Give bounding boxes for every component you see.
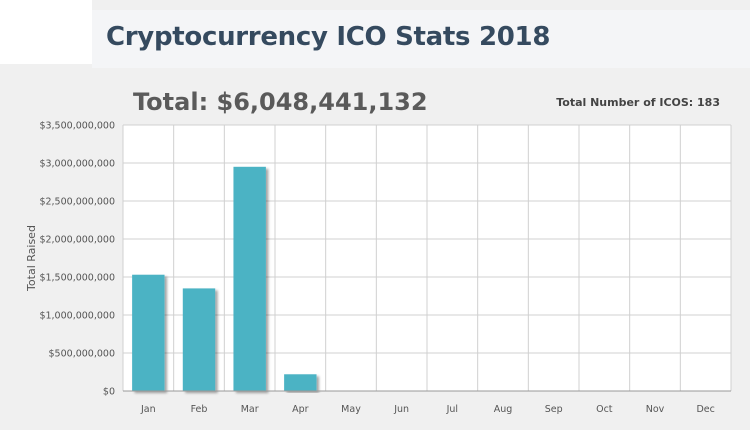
- y-tick-label: $500,000,000: [49, 349, 115, 360]
- x-tick-label: Jun: [393, 404, 409, 415]
- x-tick-label: Jan: [140, 404, 156, 415]
- x-tick-label: May: [341, 404, 361, 415]
- y-tick-label: $2,000,000,000: [39, 235, 115, 246]
- x-tick-label: Mar: [241, 404, 259, 415]
- y-axis-label: Total Raised: [25, 225, 38, 292]
- x-tick-label: Jul: [446, 404, 458, 415]
- y-tick-label: $1,500,000,000: [39, 273, 115, 284]
- bar-feb[interactable]: [182, 288, 216, 391]
- x-tick-label: Sep: [545, 404, 563, 415]
- header-left-panel: [0, 0, 92, 64]
- bar-apr[interactable]: [284, 374, 317, 391]
- y-tick-label: $0: [103, 387, 115, 398]
- y-tick-label: $2,500,000,000: [39, 197, 115, 208]
- bar-mar[interactable]: [233, 166, 266, 391]
- x-tick-label: Aug: [494, 404, 513, 415]
- x-tick-label: Dec: [696, 404, 714, 415]
- x-tick-label: Oct: [596, 404, 613, 415]
- title-bar: Cryptocurrency ICO Stats 2018: [92, 10, 750, 68]
- y-tick-label: $3,000,000,000: [39, 159, 115, 170]
- x-tick-label: Feb: [191, 404, 208, 415]
- total-icos-label: Total Number of ICOS: 183: [556, 96, 720, 109]
- x-tick-label: Apr: [292, 404, 309, 415]
- bar-jan[interactable]: [132, 274, 165, 391]
- y-tick-label: $3,500,000,000: [39, 121, 115, 132]
- y-tick-label: $1,000,000,000: [39, 311, 115, 322]
- total-raised-label: Total: $6,048,441,132: [133, 88, 428, 116]
- page-title: Cryptocurrency ICO Stats 2018: [106, 22, 551, 52]
- x-tick-label: Nov: [646, 404, 665, 415]
